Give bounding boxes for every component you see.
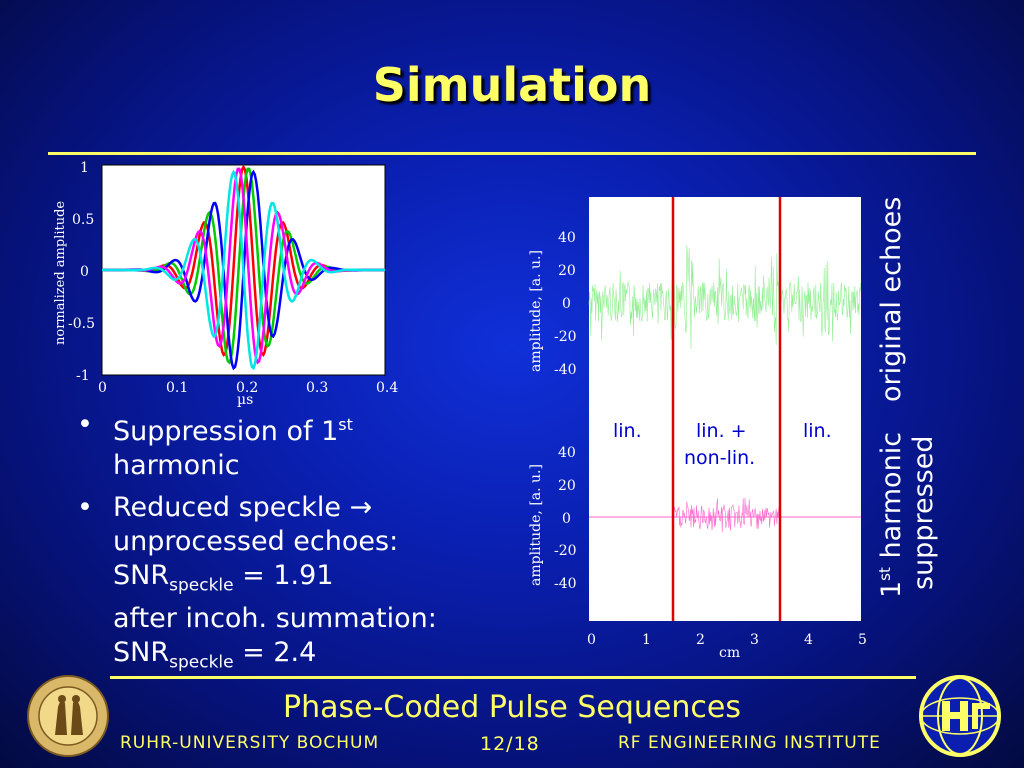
footer-title: Phase-Coded Pulse Sequences	[283, 690, 741, 725]
left-xtick-02: 0.2	[236, 380, 259, 396]
footer-page: 12/18	[480, 733, 540, 755]
snr1-label: SNR	[113, 560, 170, 591]
harmonic-rest: harmonic	[876, 431, 907, 568]
bullet-2: Reduced speckle → unprocessed echoes: SN…	[77, 491, 515, 680]
rf-institute-logo	[919, 675, 1001, 757]
left-ytick-m05: -0.5	[68, 316, 95, 332]
left-ytick-1: 1	[80, 160, 89, 176]
r-xtick-1: 1	[642, 632, 651, 648]
left-ytick-m1: -1	[76, 368, 90, 384]
rb-ytick-m20: -20	[554, 543, 577, 559]
region-mid-label-2: non-lin.	[684, 447, 756, 469]
r-xtick-0: 0	[587, 632, 596, 648]
rt-ytick-40: 40	[558, 230, 576, 246]
rt-ytick-m40: -40	[554, 362, 577, 378]
slide-title: Simulation	[372, 58, 652, 112]
side-label-harmonic: 1st harmonic	[876, 432, 907, 598]
rb-ytick-0: 0	[562, 511, 571, 527]
noise-bottom-trace	[672, 497, 782, 533]
harmonic-st: st	[876, 567, 894, 581]
left-xtick-01: 0.1	[166, 380, 189, 396]
bullet-1: Suppression of 1st harmonic	[77, 408, 515, 483]
region-right-label: lin.	[803, 420, 832, 442]
footer-institute: RF Engineering Institute	[618, 733, 881, 753]
left-ytick-0: 0	[80, 264, 89, 280]
snr2-value: = 2.4	[233, 637, 317, 669]
r-xtick-4: 4	[804, 632, 813, 648]
rb-ytick-20: 20	[558, 478, 576, 494]
bullet-2-line2: unprocessed echoes:	[113, 526, 399, 557]
snr1-sub: speckle	[169, 575, 234, 596]
university-seal-logo	[27, 675, 109, 757]
harmonic-1: 1	[876, 580, 907, 598]
r-xtick-5: 5	[858, 632, 867, 648]
snr1-value: = 1.91	[233, 560, 334, 591]
bullet-2-line1: Reduced speckle	[113, 492, 350, 523]
snr2-sub: speckle	[169, 652, 234, 673]
bullet-1-sup: st	[338, 415, 353, 434]
bullet-1-text: Suppression of 1	[113, 416, 339, 447]
left-xtick-03: 0.3	[306, 380, 329, 396]
r-xtick-3: 3	[750, 632, 759, 648]
bullet-1-rest: harmonic	[113, 450, 240, 481]
r-xlabel: cm	[719, 645, 741, 661]
side-label-original: original echoes	[876, 196, 907, 402]
region-mid-label-1: lin. +	[696, 420, 747, 442]
title-rule	[48, 152, 976, 155]
rt-ytick-0: 0	[562, 296, 571, 312]
footer-rule	[110, 676, 916, 679]
left-xtick-0: 0	[98, 380, 107, 396]
noise-top-trace	[588, 245, 862, 349]
region-left-label: lin.	[613, 420, 642, 442]
arrow-icon: →	[349, 492, 373, 523]
left-xlabel: µs	[237, 392, 254, 408]
r-xtick-2: 2	[696, 632, 705, 648]
left-ylabel: normalized amplitude	[53, 200, 68, 345]
left-ytick-05: 0.5	[72, 212, 95, 228]
right-chart-plot	[588, 197, 862, 621]
rb-ytick-40: 40	[558, 445, 576, 461]
bullet-2-line4: after incoh. summation:	[113, 603, 437, 635]
left-chart-plot	[101, 164, 386, 376]
side-label-suppressed: suppressed	[908, 435, 939, 590]
rt-ytick-m20: -20	[554, 329, 577, 345]
rt-ytick-20: 20	[558, 263, 576, 279]
wavelet-line-5	[102, 169, 385, 371]
left-xtick-04: 0.4	[376, 380, 399, 396]
snr2-label: SNR	[113, 637, 170, 669]
rb-ylabel: amplitude, [a. u.]	[528, 464, 544, 586]
bullet-list: Suppression of 1st harmonic Reduced spec…	[75, 408, 515, 688]
rb-ytick-m40: -40	[554, 576, 577, 592]
footer-university: Ruhr-University Bochum	[120, 733, 380, 753]
rt-ylabel: amplitude, [a. u.]	[528, 250, 544, 372]
